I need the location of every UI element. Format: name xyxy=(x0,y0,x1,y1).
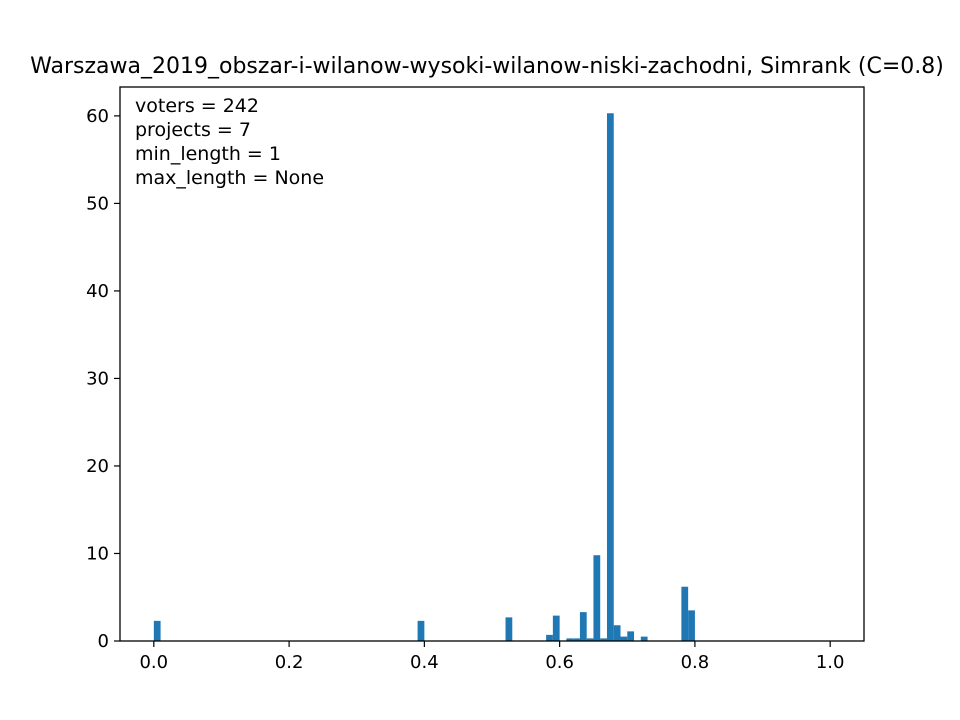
histogram-bar xyxy=(613,625,621,641)
histogram-bar xyxy=(573,638,580,641)
x-tick-label: 0.8 xyxy=(681,652,710,673)
y-tick-label: 20 xyxy=(86,456,109,477)
histogram-bar xyxy=(606,113,614,641)
annotation-line: voters = 242 xyxy=(135,95,259,117)
histogram-bar xyxy=(579,612,587,641)
y-tick-label: 0 xyxy=(98,631,109,652)
chart-title: Warszawa_2019_obszar-i-wilanow-wysoki-wi… xyxy=(30,54,944,79)
histogram-bar xyxy=(688,610,695,641)
histogram-bar xyxy=(505,617,513,641)
histogram-bar xyxy=(627,631,635,641)
y-tick-label: 60 xyxy=(86,106,109,127)
annotation-line: min_length = 1 xyxy=(135,143,281,165)
x-tick-label: 0.4 xyxy=(410,652,439,673)
y-tick-label: 50 xyxy=(86,193,109,214)
histogram-bar xyxy=(153,620,161,641)
histogram-bar xyxy=(640,636,648,641)
x-tick-label: 1.0 xyxy=(816,652,845,673)
x-tick-label: 0.0 xyxy=(139,652,168,673)
histogram-bar xyxy=(546,634,553,641)
histogram-bar xyxy=(681,586,689,641)
annotation-line: max_length = None xyxy=(135,167,324,189)
y-axis: 0 10 20 30 40 50 60 xyxy=(86,106,120,652)
axes-frame xyxy=(119,86,865,642)
x-axis: 0.0 0.2 0.4 0.6 0.8 1.0 xyxy=(139,641,845,673)
y-tick-label: 30 xyxy=(86,368,109,389)
y-tick-label: 10 xyxy=(86,543,109,564)
histogram-bar xyxy=(600,638,607,641)
y-tick-label: 40 xyxy=(86,281,109,302)
histogram-bar xyxy=(552,615,560,641)
x-tick-label: 0.6 xyxy=(545,652,574,673)
bars-group xyxy=(153,113,695,641)
histogram-bar xyxy=(586,638,594,641)
x-tick-label: 0.2 xyxy=(275,652,304,673)
histogram-bar xyxy=(566,638,574,641)
histogram-bar xyxy=(417,620,425,641)
annotation-line: projects = 7 xyxy=(135,119,251,141)
histogram-bar xyxy=(620,636,628,641)
histogram-bar xyxy=(593,555,601,641)
